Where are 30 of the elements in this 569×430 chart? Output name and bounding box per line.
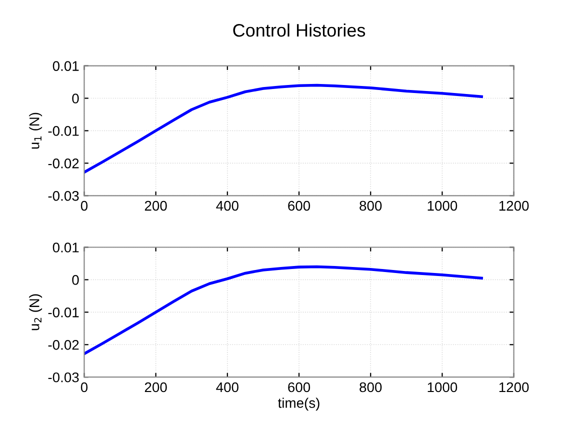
x-tick-label: 400 (216, 382, 238, 392)
x-tick-label: 1200 (499, 382, 529, 392)
x-tick-label: 1200 (499, 200, 529, 211)
x-tick-label: 400 (216, 200, 238, 211)
y-tick-label: 0 (72, 275, 79, 285)
x-tick-label: 600 (288, 200, 310, 211)
x-tick-label: 800 (360, 382, 382, 392)
x-axis-title: time(s) (278, 398, 320, 411)
x-tick-label: 0 (80, 382, 88, 392)
x-tick-label: 200 (144, 200, 167, 211)
y-tick-label: -0.02 (48, 340, 79, 350)
x-tick-label: 800 (360, 200, 382, 211)
y-axis-title: u$_{2}$ (N) (29, 294, 42, 330)
x-tick-label: 200 (144, 382, 167, 392)
y-tick-label: -0.03 (48, 372, 79, 382)
x-tick-label: 0 (80, 200, 88, 211)
line-series (84, 84, 483, 174)
x-tick-label: 1000 (428, 200, 458, 211)
y-tick-label: 0 (72, 94, 79, 104)
chart-title: Control Histories (233, 23, 366, 37)
line-series (84, 265, 483, 356)
y-tick-label: 0.01 (52, 242, 79, 252)
y-axis-title: u$_{1}$ (N) (29, 112, 42, 149)
y-tick-label: 0.01 (52, 61, 79, 71)
y-tick-label: -0.01 (48, 308, 79, 318)
y-tick-label: -0.02 (48, 158, 79, 168)
x-tick-label: 600 (288, 382, 310, 392)
y-tick-label: -0.03 (48, 190, 79, 201)
y-tick-label: -0.01 (48, 126, 79, 136)
x-tick-label: 1000 (428, 382, 458, 392)
